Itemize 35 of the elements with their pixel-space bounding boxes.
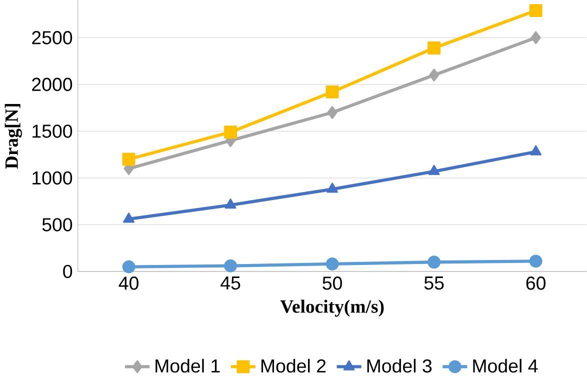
point [224, 198, 236, 208]
y-tick-label: 2500 [32, 30, 72, 44]
legend-label: Model 1 [156, 358, 220, 372]
point [326, 182, 338, 193]
point [429, 68, 440, 82]
point [123, 212, 134, 223]
point [530, 31, 541, 44]
legend-label: Model 4 [473, 358, 538, 372]
point [327, 106, 338, 119]
point [428, 255, 441, 268]
point [122, 152, 136, 166]
y-axis-title: Drag[N] [4, 104, 22, 169]
point [326, 85, 339, 98]
legend-label: Model 3 [367, 358, 432, 372]
legend-label: Model 2 [261, 358, 326, 372]
point [122, 260, 136, 274]
x-axis-title: Velocity(m/s) [280, 300, 384, 317]
point [428, 164, 440, 175]
x-tick-label: 55 [424, 276, 444, 290]
y-tick-label: 2000 [32, 78, 72, 91]
point [326, 257, 339, 270]
point [530, 145, 542, 156]
y-tick-label: 0 [63, 264, 72, 278]
y-tick-label: 1000 [32, 171, 72, 184]
x-tick-label: 60 [526, 276, 546, 290]
point [529, 4, 542, 17]
y-tick-label: 500 [42, 218, 72, 232]
point [224, 259, 238, 272]
y-tick-label: 1500 [32, 124, 72, 138]
x-tick-label: 45 [220, 276, 240, 290]
point [529, 254, 542, 268]
x-tick-label: 40 [118, 276, 138, 290]
point [224, 125, 238, 138]
x-tick-label: 50 [322, 276, 342, 290]
point [428, 41, 441, 54]
